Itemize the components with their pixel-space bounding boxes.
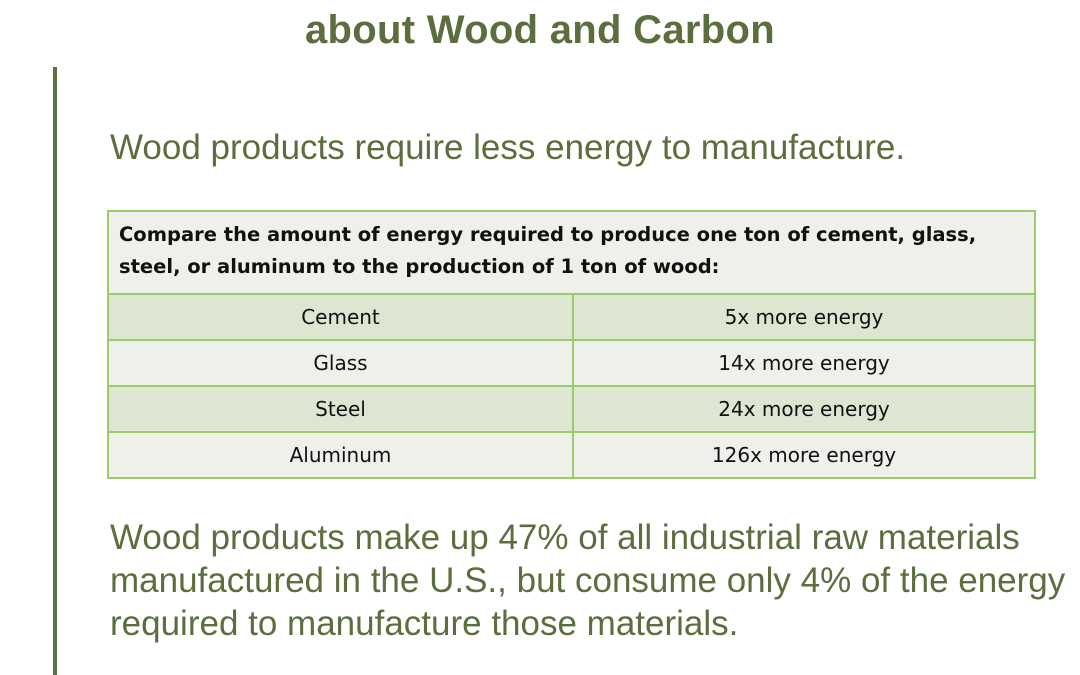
material-cell: Cement bbox=[107, 293, 574, 341]
material-cell: Glass bbox=[107, 339, 574, 387]
table-header: Compare the amount of energy required to… bbox=[107, 210, 1036, 295]
energy-comparison-table: Compare the amount of energy required to… bbox=[107, 210, 1036, 479]
table-row: Glass 14x more energy bbox=[107, 339, 1036, 387]
energy-cell: 24x more energy bbox=[572, 385, 1036, 433]
energy-cell: 14x more energy bbox=[572, 339, 1036, 387]
table-header-row: Compare the amount of energy required to… bbox=[107, 210, 1036, 295]
material-cell: Aluminum bbox=[107, 431, 574, 479]
lead-statement: Wood products require less energy to man… bbox=[110, 128, 906, 167]
slide-title: about Wood and Carbon bbox=[305, 8, 775, 52]
table-row: Cement 5x more energy bbox=[107, 293, 1036, 341]
energy-cell: 5x more energy bbox=[572, 293, 1036, 341]
table-row: Steel 24x more energy bbox=[107, 385, 1036, 433]
table-row: Aluminum 126x more energy bbox=[107, 431, 1036, 479]
closing-statement: Wood products make up 47% of all industr… bbox=[110, 518, 1066, 643]
left-vertical-rule bbox=[53, 67, 57, 675]
energy-cell: 126x more energy bbox=[572, 431, 1036, 479]
material-cell: Steel bbox=[107, 385, 574, 433]
